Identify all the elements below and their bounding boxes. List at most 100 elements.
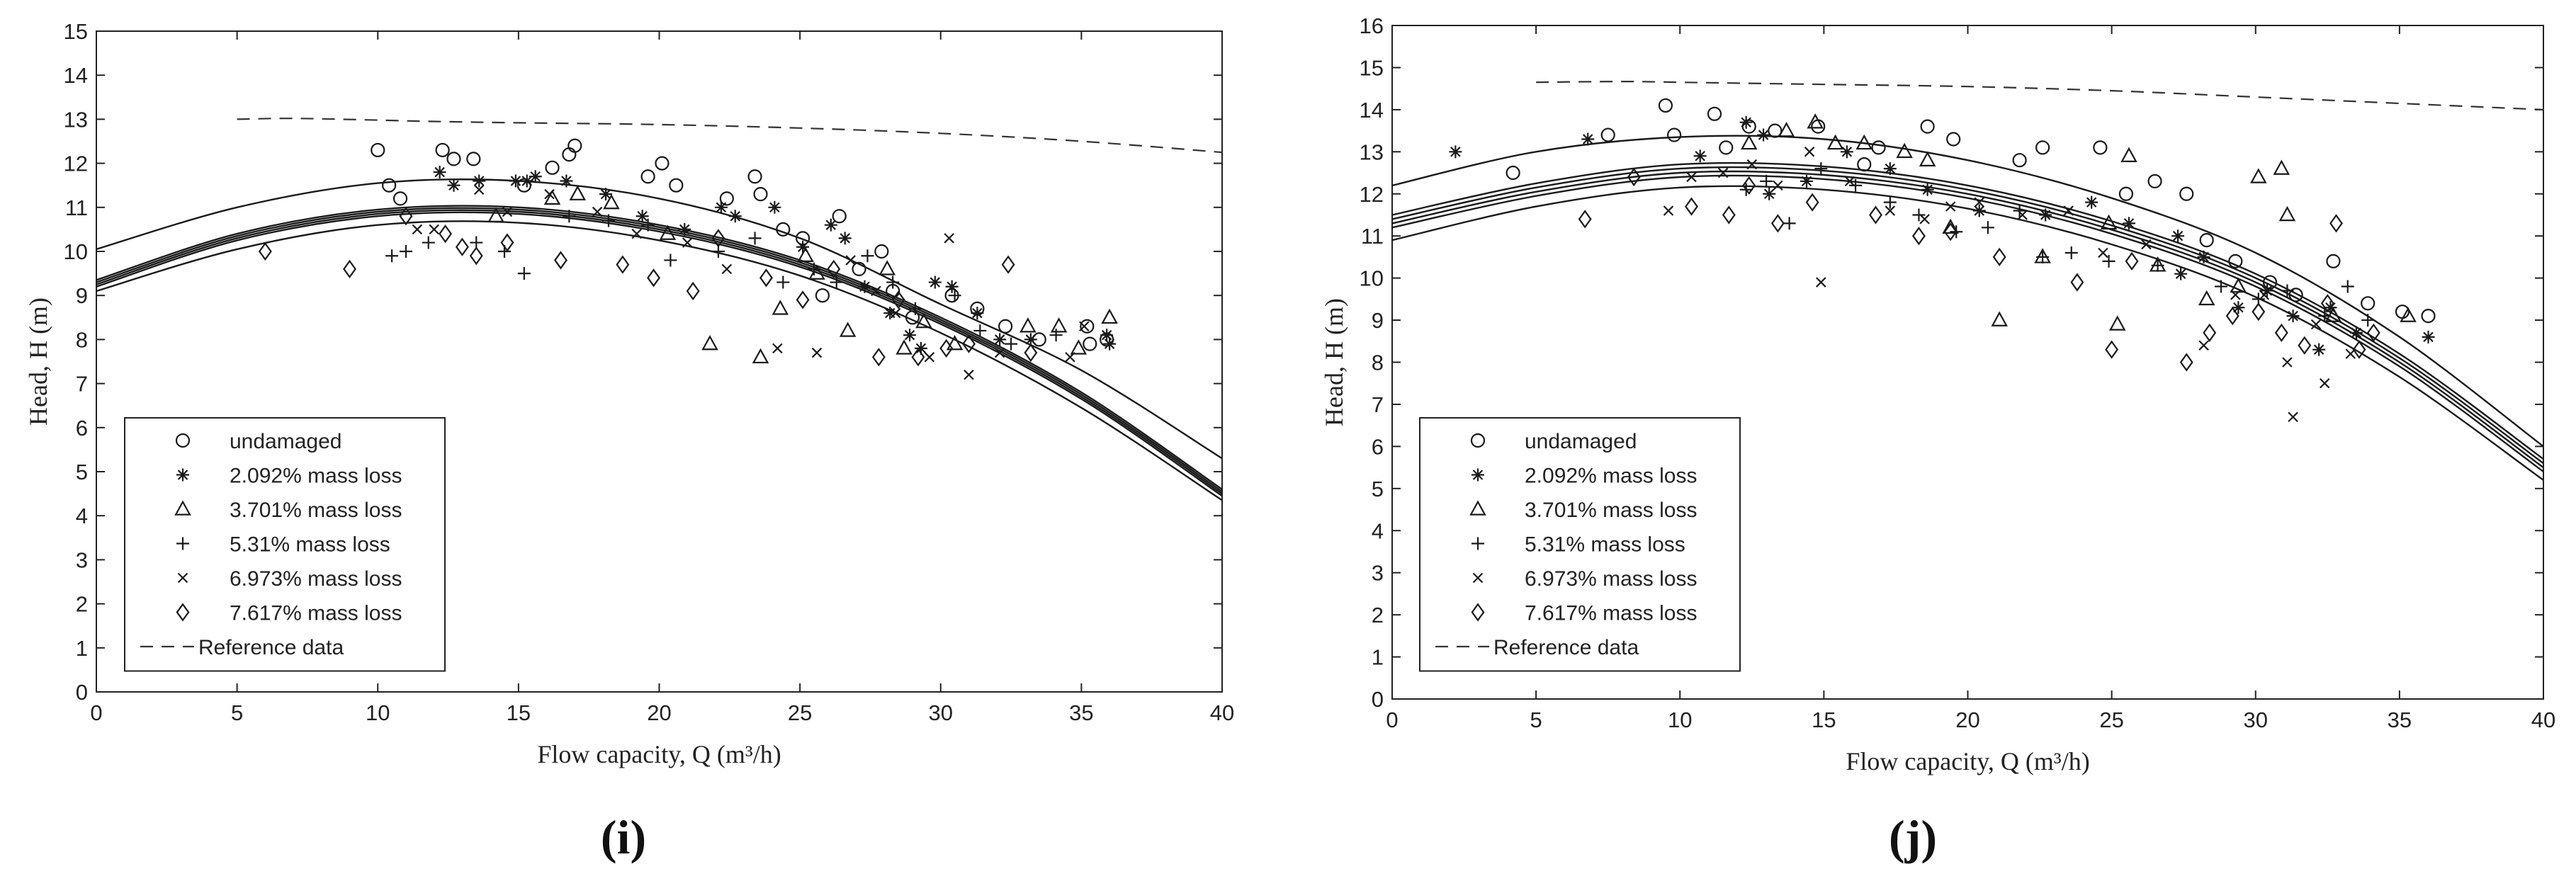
data-point-3-701-mass-loss — [896, 339, 913, 355]
data-point-3-701-mass-loss — [1740, 134, 1758, 150]
y-tick-label: 0 — [76, 680, 88, 705]
reference-data-line — [237, 118, 1222, 154]
legend-entry-label: 5.31% mass loss — [1525, 533, 1685, 557]
data-point-7-617-mass-loss — [1627, 167, 1641, 187]
legend-box — [124, 417, 446, 672]
data-point-2-092-mass-loss — [838, 232, 852, 245]
data-point-7-617-mass-loss — [686, 281, 700, 301]
data-point-undamaged — [874, 244, 889, 259]
fit-curve-2-092-mass-loss — [1392, 161, 2543, 460]
chart-panel-j: 0 5 10 15 20 25 30 35 40012345678910111213141516… — [1320, 13, 2555, 864]
data-point-3-701-mass-loss — [1942, 218, 1959, 234]
x-tick-label: 0 — [90, 700, 102, 725]
data-point-3-701-mass-loss — [772, 300, 789, 315]
data-point-undamaged — [382, 178, 397, 193]
legend-marker-triangle — [1469, 500, 1486, 516]
data-point-3-701-mass-loss — [2273, 159, 2290, 175]
legend-marker-cross — [177, 572, 188, 584]
data-point-3-701-mass-loss — [839, 322, 857, 337]
data-point-5-31-mass-loss — [664, 254, 677, 267]
data-point-3-701-mass-loss — [1855, 134, 1873, 150]
data-point-7-617-mass-loss — [2320, 294, 2334, 313]
panel-label: (j) — [1889, 810, 1937, 864]
data-point-5-31-mass-loss — [1760, 174, 1773, 188]
data-point-3-701-mass-loss — [946, 334, 964, 351]
data-point-2-092-mass-loss — [678, 222, 691, 236]
legend-entry-label: 3.701% mass loss — [1525, 499, 1697, 522]
legend-marker-circle — [1470, 433, 1486, 448]
data-point-2-092-mass-loss — [914, 341, 927, 355]
data-point-undamaged — [545, 160, 560, 175]
data-point-6-973-mass-loss — [811, 347, 823, 358]
data-point-2-092-mass-loss — [1103, 337, 1117, 351]
data-point-undamaged — [2199, 233, 2214, 248]
data-point-7-617-mass-loss — [647, 268, 661, 288]
data-point-undamaged — [719, 191, 734, 206]
data-point-6-973-mass-loss — [944, 233, 954, 244]
legend-box — [1419, 417, 1741, 672]
legend-marker-asterisk — [176, 468, 189, 482]
data-point-7-617-mass-loss — [1943, 222, 1958, 241]
y-tick-label: 3 — [76, 547, 88, 572]
data-point-7-617-mass-loss — [759, 268, 773, 288]
y-tick-label: 13 — [64, 107, 88, 132]
data-point-6-973-mass-loss — [2198, 340, 2209, 351]
data-point-undamaged — [2118, 186, 2134, 201]
data-point-undamaged — [2035, 140, 2050, 155]
data-point-5-31-mass-loss — [1049, 329, 1063, 342]
data-point-7-617-mass-loss — [2125, 251, 2139, 271]
data-point-5-31-mass-loss — [948, 289, 961, 302]
x-tick-label: 40 — [2531, 707, 2555, 732]
data-point-7-617-mass-loss — [1685, 197, 1698, 216]
data-point-3-701-mass-loss — [2120, 147, 2137, 163]
panel-label: (i) — [601, 810, 646, 864]
fit-curve-5-31-mass-loss — [1392, 170, 2543, 469]
data-point-undamaged — [998, 319, 1013, 334]
data-point-2-092-mass-loss — [993, 333, 1007, 346]
data-point-6-973-mass-loss — [1773, 180, 1783, 191]
y-tick-label: 8 — [1372, 351, 1384, 375]
x-axis-label: Flow capacity, Q (m³/h) — [537, 740, 781, 768]
data-point-7-617-mass-loss — [1869, 205, 1882, 224]
data-point-2-092-mass-loss — [1693, 149, 1707, 163]
data-point-3-701-mass-loss — [1778, 121, 1795, 137]
data-point-6-973-mass-loss — [2175, 268, 2186, 279]
legend-entry-label: 6.973% mass loss — [230, 567, 402, 591]
data-point-undamaged — [832, 209, 847, 224]
x-tick-label: 25 — [2099, 707, 2123, 732]
y-tick-label: 13 — [1360, 140, 1384, 164]
y-axis-label: Head, H (m) — [1320, 298, 1348, 426]
data-point-5-31-mass-loss — [517, 267, 531, 280]
x-tick-label: 40 — [1210, 700, 1234, 725]
data-point-5-31-mass-loss — [973, 324, 987, 337]
y-tick-label: 4 — [76, 504, 88, 528]
x-tick-label: 30 — [2244, 707, 2268, 732]
data-point-2-092-mass-loss — [2232, 301, 2245, 314]
data-point-6-973-mass-loss — [721, 263, 733, 275]
data-point-2-092-mass-loss — [1449, 145, 1462, 159]
data-point-7-617-mass-loss — [2203, 323, 2217, 343]
data-point-5-31-mass-loss — [2064, 246, 2078, 259]
data-point-2-092-mass-loss — [1100, 329, 1114, 342]
data-point-2-092-mass-loss — [1024, 333, 1037, 346]
data-point-undamaged — [852, 261, 866, 276]
data-point-6-973-mass-loss — [772, 343, 783, 354]
data-point-7-617-mass-loss — [911, 348, 925, 367]
data-point-6-973-mass-loss — [544, 188, 555, 200]
data-point-2-092-mass-loss — [1763, 187, 1776, 200]
data-point-2-092-mass-loss — [1739, 115, 1753, 129]
fit-curve-7-617-mass-loss — [1392, 185, 2543, 481]
fit-curve-undamaged — [1392, 135, 2543, 448]
fit-curve-6-973-mass-loss — [1392, 174, 2543, 472]
data-point-5-31-mass-loss — [2281, 284, 2294, 297]
y-tick-label: 14 — [64, 63, 88, 88]
data-point-7-617-mass-loss — [1805, 193, 1819, 212]
data-point-5-31-mass-loss — [1981, 221, 1994, 234]
x-axis-label: Flow capacity, Q (m³/h) — [1846, 747, 2089, 775]
legend-marker-triangle — [174, 500, 191, 516]
data-point-undamaged — [1083, 336, 1097, 351]
legend-entry-label: Reference data — [1493, 636, 1639, 659]
data-point-undamaged — [2179, 186, 2194, 201]
chart-panel-i: 0 5 10 15 20 25 30 35 400123456789101112131415Fl… — [24, 19, 1234, 864]
